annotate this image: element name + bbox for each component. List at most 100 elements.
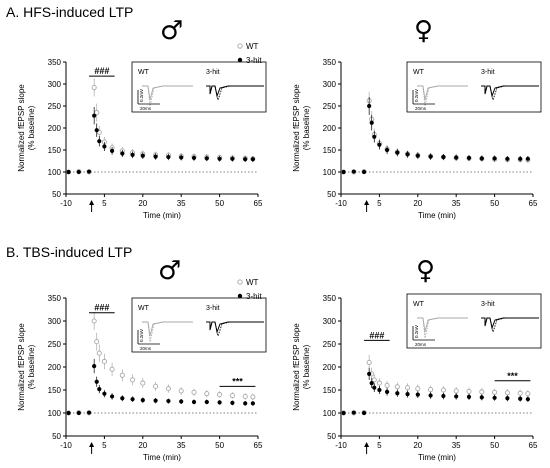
data-point-3-hit [243, 401, 248, 406]
x-axis-label: Time (min) [143, 211, 181, 220]
legend: WT 3-hit [237, 278, 262, 301]
data-point-wt [371, 377, 377, 383]
data-point-wt [204, 391, 210, 397]
data-point-wt [153, 383, 159, 389]
data-point-wt [242, 393, 248, 399]
data-point-3-hit [525, 397, 530, 402]
data-point-3-hit [415, 392, 420, 397]
y-tick-label: 50 [52, 432, 61, 441]
data-point-3-hit [428, 154, 433, 159]
data-point-3-hit [369, 120, 374, 125]
data-point-3-hit [384, 389, 390, 394]
x-tick-label: 20 [138, 199, 147, 208]
inset-box [131, 61, 267, 113]
data-point-wt [178, 388, 184, 394]
y-axis-label-line2: (% baseline) [302, 344, 311, 389]
data-point-3-hit [377, 142, 382, 147]
data-point-wt [525, 391, 531, 397]
data-point-wt [109, 366, 115, 372]
inset-wt-trace-post [417, 85, 468, 107]
data-point-3-hit [428, 393, 433, 398]
data-point-3-hit [109, 394, 115, 399]
chart-a-female: 50 100 150 200 250 300 350 -10 5 20 35 50 65 Time (mi… [292, 58, 542, 220]
data-point-3-hit [230, 156, 235, 161]
chart-b-female: 50 100 150 200 250 300 350 -10 5 20 35 50 65 Time (mi… [292, 293, 542, 462]
inset-3-hit-label: 3-hit [206, 69, 220, 76]
male-symbol-b: ♂ [158, 256, 182, 286]
inset-wt-trace-post [417, 317, 468, 339]
inset-3-hit-trace-post [481, 85, 539, 102]
y-tick-label: 350 [48, 294, 62, 303]
x-tick-label: 50 [215, 441, 224, 450]
data-point-3-hit [97, 139, 102, 144]
y-tick-label: 50 [52, 190, 61, 199]
y-tick-label: 150 [48, 146, 62, 155]
data-point-3-hit [341, 169, 346, 175]
data-point-3-hit [250, 157, 255, 162]
y-tick-label: 150 [323, 146, 337, 155]
legend-3-hit-marker [237, 57, 243, 63]
data-point-3-hit [518, 396, 523, 401]
y-tick-label: 200 [48, 124, 62, 133]
data-point-3-hit [191, 399, 197, 405]
data-point-wt [405, 385, 411, 391]
data-point-wt [94, 339, 100, 345]
x-axis-label: Time (min) [418, 453, 456, 462]
y-tick-label: 350 [323, 58, 337, 67]
female-symbol-b: ♀ [416, 256, 436, 286]
inset-wt-trace [417, 85, 468, 101]
inset-3-hit-label: 3-hit [481, 301, 495, 308]
data-point-3-hit [372, 134, 377, 139]
data-point-3-hit [367, 371, 372, 376]
data-point-wt [492, 389, 498, 395]
data-point-3-hit [454, 394, 459, 399]
data-point-3-hit [361, 410, 367, 416]
y-tick-label: 300 [48, 317, 62, 326]
data-point-3-hit [479, 395, 484, 400]
y-tick-label: 250 [323, 102, 337, 111]
x-tick-label: 20 [413, 441, 422, 450]
data-point-wt [119, 372, 125, 378]
inset-wt-label: WT [413, 69, 425, 76]
significance-label: ### [94, 66, 109, 76]
inset-wt-label: WT [413, 301, 425, 308]
data-point-3-hit [395, 150, 400, 155]
x-tick-label: -10 [335, 199, 347, 208]
data-point-3-hit [243, 157, 248, 162]
data-point-3-hit [109, 148, 115, 153]
data-point-3-hit [102, 144, 107, 149]
data-point-3-hit [361, 169, 367, 175]
data-point-3-hit [76, 169, 81, 175]
x-tick-label: -10 [335, 441, 347, 450]
data-point-3-hit [166, 398, 171, 404]
data-point-wt [453, 388, 459, 394]
section-a-title: A. HFS-induced LTP [6, 4, 134, 20]
data-point-3-hit [405, 152, 410, 157]
inset-3-hit-label: 3-hit [481, 69, 495, 76]
data-point-3-hit [405, 392, 410, 397]
data-point-wt [229, 392, 235, 399]
x-tick-label: 5 [102, 441, 107, 450]
x-tick-label: 5 [102, 199, 107, 208]
data-point-wt [504, 390, 510, 396]
series-hit [341, 97, 530, 175]
y-tick-label: 50 [327, 190, 336, 199]
data-point-3-hit [86, 169, 92, 174]
data-point-3-hit [92, 363, 97, 369]
data-point-wt [366, 359, 372, 365]
data-point-wt [440, 387, 446, 393]
y-axis-label-line2: (% baseline) [27, 344, 36, 389]
data-point-3-hit [505, 156, 510, 161]
y-tick-label: 100 [48, 168, 62, 177]
x-tick-label: 65 [254, 199, 263, 208]
data-point-3-hit [120, 396, 125, 401]
y-tick-label: 200 [48, 363, 62, 372]
y-tick-label: 250 [48, 340, 62, 349]
data-point-3-hit [86, 410, 92, 415]
data-point-3-hit [97, 386, 102, 392]
stimulus-arrow-icon [364, 200, 370, 205]
data-point-3-hit [466, 155, 472, 161]
y-axis-label-line2: (% baseline) [302, 105, 311, 150]
data-point-wt [101, 358, 107, 365]
significance-label: ### [94, 303, 109, 313]
